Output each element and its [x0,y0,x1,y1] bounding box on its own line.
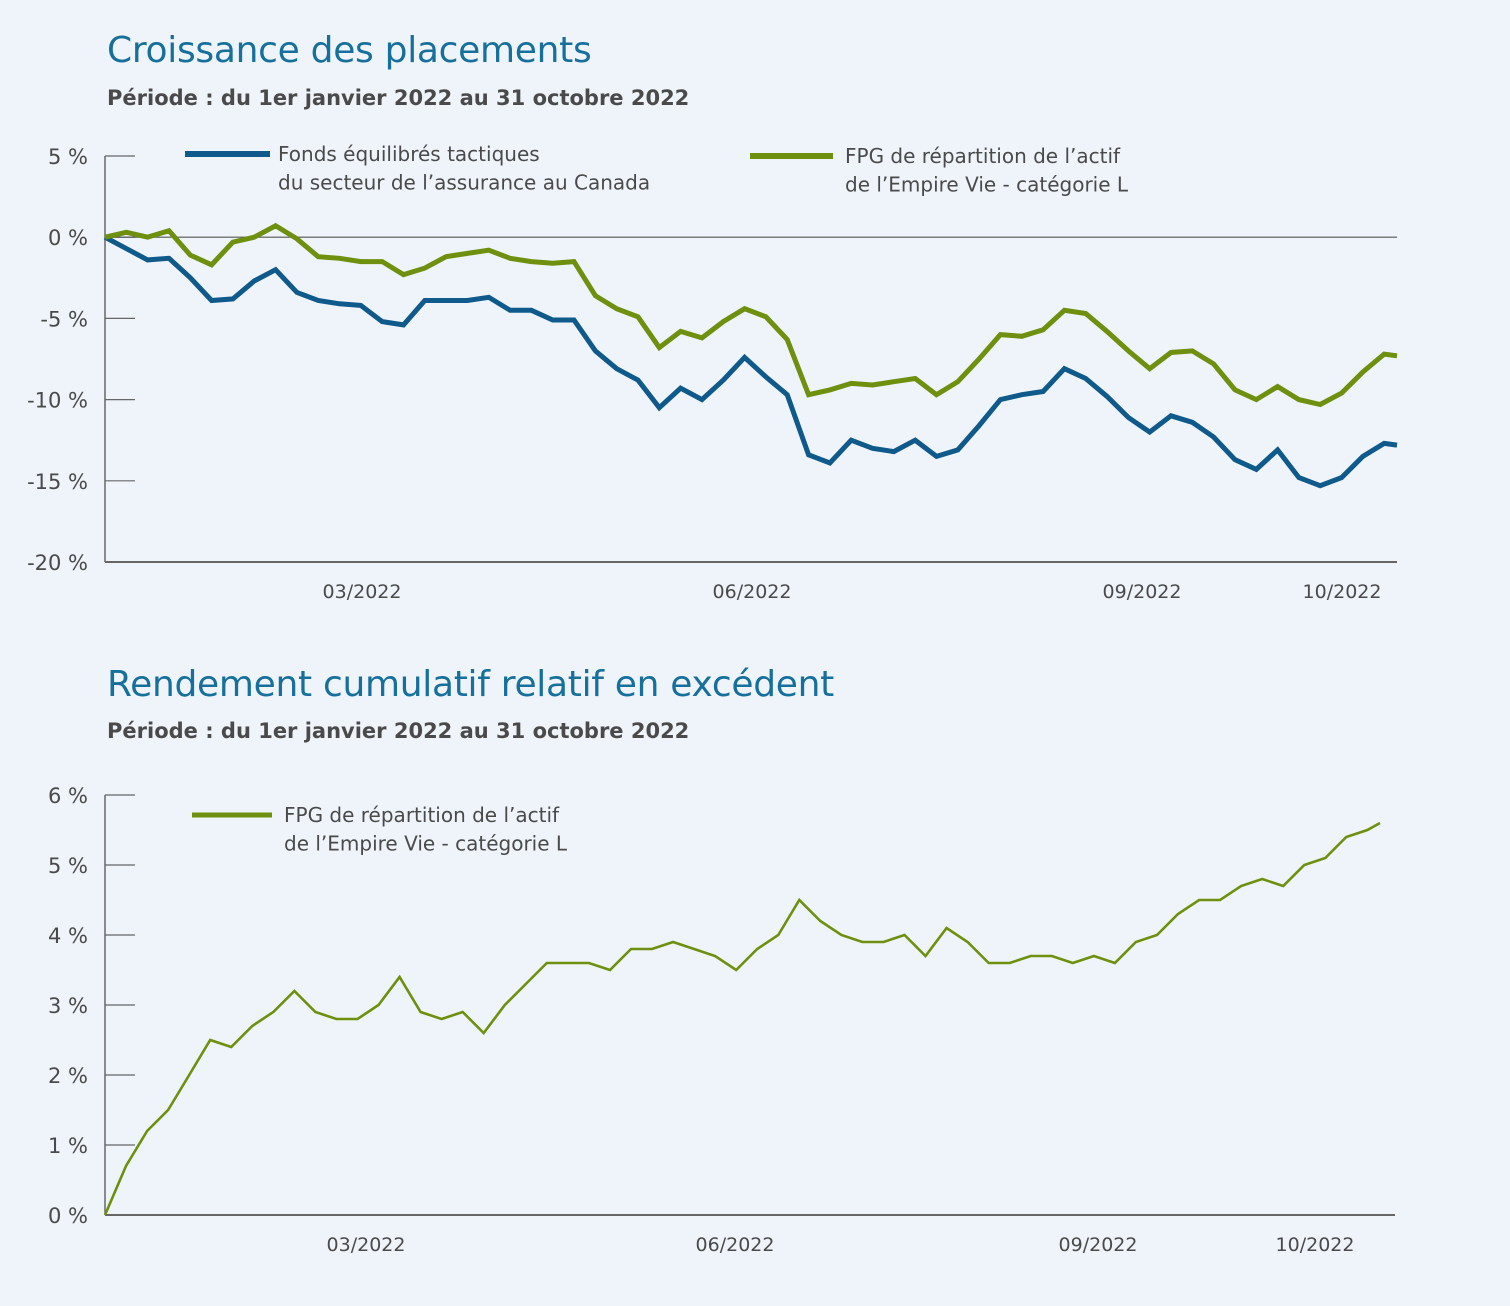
x-tick-label: 03/2022 [323,581,402,603]
y-tick-label: 1 % [48,1134,88,1158]
y-tick-label: 0 % [48,1204,88,1228]
chart-1-title: Croissance des placements [107,30,592,71]
x-tick-label: 06/2022 [713,581,792,603]
chart-2-title: Rendement cumulatif relatif en excédent [107,664,834,705]
y-tick-label: 5 % [48,145,88,169]
chart-1-subtitle: Période : du 1er janvier 2022 au 31 octo… [107,86,690,110]
y-tick-label: -15 % [27,470,88,494]
legend-label-2: FPG de répartition de l’actif [845,144,1121,168]
series-line-1 [103,821,1381,1216]
y-tick-label: 2 % [48,1064,88,1088]
x-tick-label: 06/2022 [696,1234,775,1256]
investment-growth-chart: 5 % 0 % -5 % -10 % -15 % -20 % 03/2022 06/2022 0… [27,142,1398,603]
series-line-2 [104,222,1398,408]
legend-label-2: de l’Empire Vie - catégorie L [845,173,1129,197]
y-tick-label: 3 % [48,994,88,1018]
x-tick-label: 10/2022 [1303,581,1382,603]
legend-label-1: du secteur de l’assurance au Canada [278,171,650,195]
chart-2-subtitle: Période : du 1er janvier 2022 au 31 octo… [107,719,690,743]
x-tick-label: 09/2022 [1059,1234,1138,1256]
x-tick-label: 09/2022 [1103,581,1182,603]
series-line-1 [103,234,1398,489]
y-tick-label: 4 % [48,924,88,948]
legend-label-1: FPG de répartition de l’actif [284,803,560,827]
y-tick-label: 0 % [48,226,88,250]
legend-label-1: de l’Empire Vie - catégorie L [284,832,568,856]
x-tick-label: 10/2022 [1276,1234,1355,1256]
y-tick-label: 6 % [48,784,88,808]
x-tick-label: 03/2022 [327,1234,406,1256]
y-tick-label: -5 % [40,307,88,331]
y-tick-label: -10 % [27,389,88,413]
legend-label-1: Fonds équilibrés tactiques [278,142,540,166]
y-tick-label: 5 % [48,854,88,878]
y-tick-label: -20 % [27,551,88,575]
